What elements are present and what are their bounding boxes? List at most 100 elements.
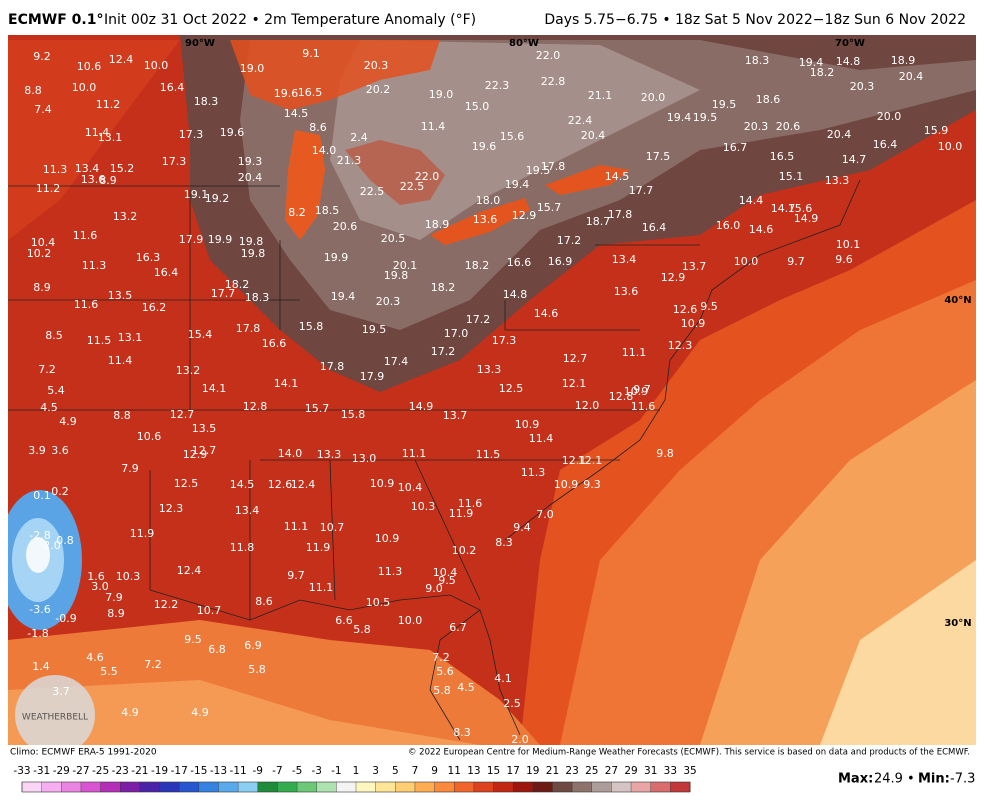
anomaly-value: 11.9 — [130, 527, 155, 540]
anomaly-value: 19.6 — [472, 140, 497, 153]
anomaly-value: 14.5 — [605, 170, 630, 183]
anomaly-value: 3.0 — [91, 580, 109, 593]
anomaly-value: 15.7 — [305, 402, 330, 415]
anomaly-value: 6.7 — [449, 621, 467, 634]
anomaly-value: 14.0 — [312, 144, 337, 157]
anomaly-value: 10.3 — [411, 500, 436, 513]
anomaly-value: 17.9 — [360, 370, 385, 383]
colorbar-tick-label: -15 — [190, 765, 207, 777]
anomaly-value: 10.0 — [938, 140, 963, 153]
colorbar-swatch — [257, 782, 278, 792]
colorbar-tick-label: 33 — [664, 765, 677, 777]
colorbar-tick-label: -1 — [331, 765, 341, 777]
anomaly-value: 0.8 — [56, 534, 74, 547]
graticule-label: 90°W — [185, 38, 215, 49]
anomaly-value: 13.7 — [682, 260, 707, 273]
colorbar-tick-label: 17 — [506, 765, 519, 777]
anomaly-value: 16.7 — [723, 141, 748, 154]
anomaly-value: 17.5 — [646, 150, 671, 163]
anomaly-value: 17.9 — [179, 233, 204, 246]
anomaly-value: 19.5 — [712, 98, 737, 111]
anomaly-value: 10.4 — [398, 481, 423, 494]
anomaly-value: 18.2 — [431, 281, 456, 294]
anomaly-value: 20.3 — [364, 59, 389, 72]
anomaly-value: 20.4 — [581, 129, 606, 142]
anomaly-value: 8.6 — [309, 121, 327, 134]
colorbar-swatch — [80, 782, 102, 792]
anomaly-value: 8.6 — [255, 595, 273, 608]
anomaly-value: 9.4 — [513, 521, 531, 534]
anomaly-value: 10.0 — [398, 614, 423, 627]
anomaly-value: 22.0 — [415, 170, 440, 183]
anomaly-value: 8.3 — [453, 726, 471, 739]
anomaly-value: 9.7 — [287, 569, 305, 582]
anomaly-value: 20.4 — [899, 70, 924, 83]
colorbar-tick-label: -27 — [72, 765, 89, 777]
anomaly-value: 13.3 — [477, 363, 502, 376]
anomaly-value: 21.1 — [588, 89, 613, 102]
anomaly-value: 4.1 — [494, 672, 512, 685]
anomaly-value: 11.3 — [82, 259, 107, 272]
anomaly-value: 11.4 — [108, 354, 133, 367]
colorbar-swatch — [670, 782, 691, 792]
anomaly-value: 9.6 — [835, 253, 853, 266]
anomaly-value: 14.4 — [739, 194, 764, 207]
anomaly-value: 15.0 — [465, 100, 490, 113]
anomaly-value: 13.4 — [235, 504, 260, 517]
anomaly-value: 10.7 — [320, 521, 345, 534]
colorbar-swatch — [414, 782, 436, 792]
anomaly-value: 19.0 — [240, 62, 265, 75]
anomaly-value: 19.8 — [239, 235, 264, 248]
anomaly-value: 3.7 — [52, 685, 70, 698]
anomaly-value: 10.5 — [366, 596, 391, 609]
anomaly-value: 1.4 — [32, 660, 50, 673]
anomaly-value: 19.2 — [205, 192, 230, 205]
colorbar-tick-label: -33 — [13, 765, 30, 777]
colorbar-swatch — [41, 782, 62, 792]
anomaly-value: -2.0 — [39, 539, 60, 552]
anomaly-value: 14.7 — [771, 202, 796, 215]
anomaly-value: 11.5 — [476, 448, 501, 461]
anomaly-value: 16.6 — [507, 256, 532, 269]
anomaly-value: 16.2 — [142, 301, 167, 314]
max-value: 24.9 — [874, 772, 903, 787]
anomaly-value: 14.8 — [503, 288, 528, 301]
anomaly-value: 17.8 — [320, 360, 345, 373]
colorbar-swatch — [297, 782, 318, 792]
anomaly-value: 13.5 — [108, 289, 133, 302]
anomaly-value: 19.9 — [208, 233, 233, 246]
colorbar-swatch — [159, 782, 180, 792]
colorbar-tick-label: 27 — [605, 765, 618, 777]
anomaly-value: 5.4 — [47, 384, 65, 397]
anomaly-value: 21.3 — [337, 154, 362, 167]
colorbar-tick-label: 3 — [372, 765, 379, 777]
anomaly-value: 10.4 — [433, 566, 458, 579]
anomaly-value: 9.0 — [425, 582, 443, 595]
anomaly-value: 8.8 — [24, 84, 42, 97]
colorbar-swatch — [395, 782, 416, 792]
colorbar-tick-label: -31 — [33, 765, 50, 777]
colorbar-tick-label: 31 — [644, 765, 657, 777]
colorbar-tick-label: -9 — [253, 765, 263, 777]
anomaly-value: -0.9 — [55, 612, 76, 625]
anomaly-value: 19.3 — [238, 155, 263, 168]
anomaly-value: 12.3 — [159, 502, 184, 515]
anomaly-value: 7.4 — [34, 103, 52, 116]
anomaly-value: 11.6 — [458, 497, 483, 510]
colorbar-tick-label: 19 — [526, 765, 539, 777]
anomaly-value: 13.0 — [352, 452, 377, 465]
anomaly-value: 11.1 — [622, 346, 647, 359]
anomaly-value: 14.1 — [274, 377, 299, 390]
anomaly-value: 17.7 — [629, 184, 654, 197]
anomaly-value: 17.8 — [608, 208, 633, 221]
anomaly-value: 12.1 — [562, 454, 587, 467]
anomaly-value: 12.7 — [563, 352, 588, 365]
anomaly-value: 14.9 — [794, 212, 819, 225]
anomaly-value: 3.9 — [28, 444, 46, 457]
anomaly-value: 17.4 — [384, 355, 409, 368]
anomaly-value: 8.3 — [495, 536, 513, 549]
colorbar-swatch — [179, 782, 200, 792]
colorbar-swatch — [316, 782, 337, 792]
anomaly-value: 18.9 — [425, 218, 450, 231]
anomaly-value: 14.5 — [284, 107, 309, 120]
